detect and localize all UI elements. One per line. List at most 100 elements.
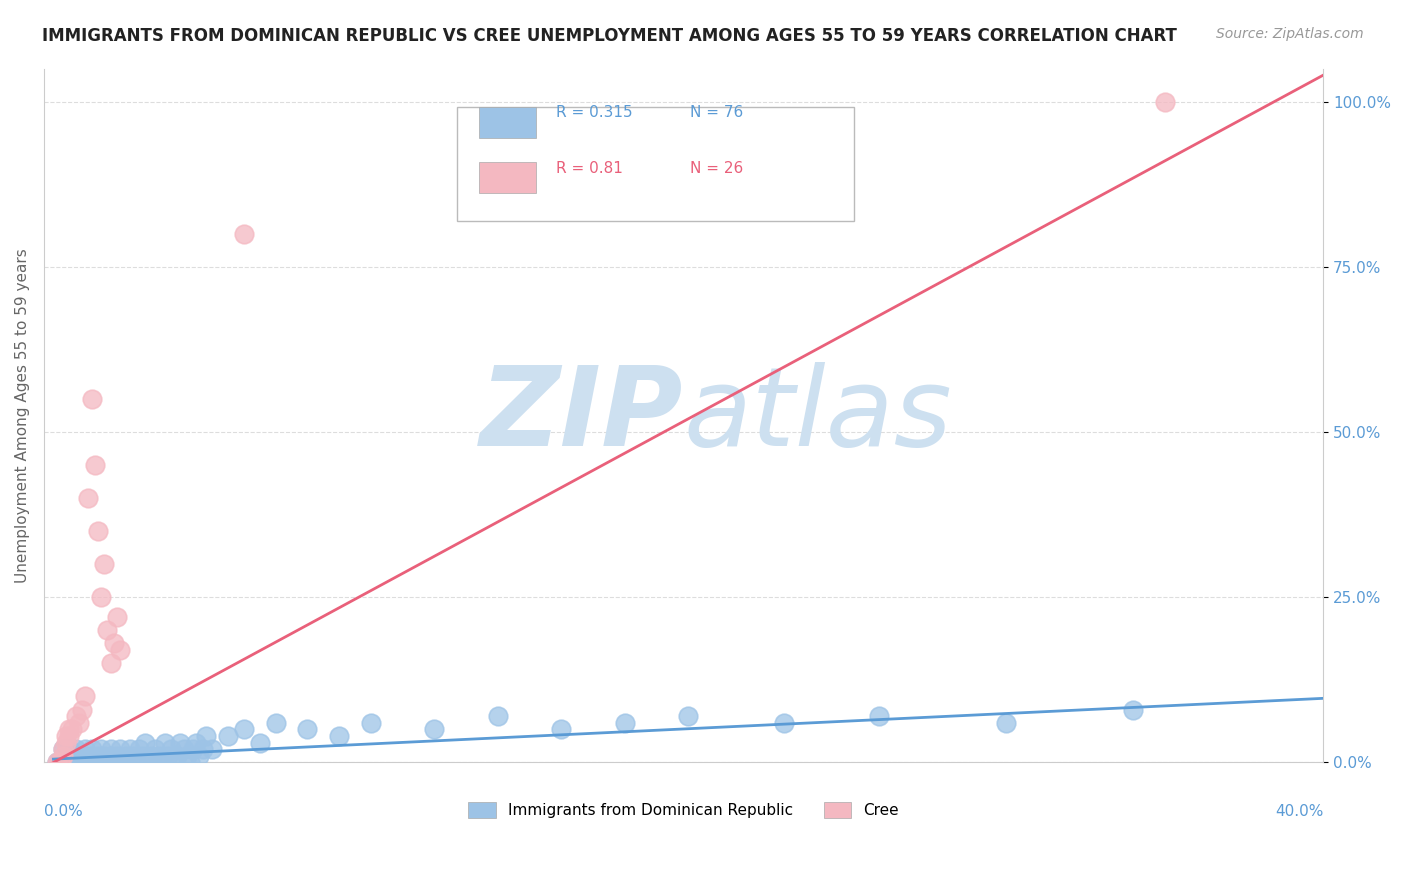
- Point: [58, 729, 80, 743]
- Point: [138, 756, 160, 770]
- Point: [264, 715, 287, 730]
- Point: [115, 748, 138, 763]
- Point: [58, 742, 80, 756]
- Point: [163, 756, 186, 770]
- Point: [148, 748, 170, 763]
- Y-axis label: Unemployment Among Ages 55 to 59 years: Unemployment Among Ages 55 to 59 years: [15, 248, 30, 582]
- Text: IMMIGRANTS FROM DOMINICAN REPUBLIC VS CREE UNEMPLOYMENT AMONG AGES 55 TO 59 YEAR: IMMIGRANTS FROM DOMINICAN REPUBLIC VS CR…: [42, 27, 1177, 45]
- Point: [131, 748, 153, 763]
- Text: N = 76: N = 76: [690, 105, 744, 120]
- Point: [232, 227, 254, 241]
- Point: [118, 742, 141, 756]
- Point: [486, 709, 509, 723]
- Point: [67, 715, 90, 730]
- Point: [1122, 702, 1144, 716]
- Point: [191, 742, 214, 756]
- Point: [772, 715, 794, 730]
- Point: [77, 491, 100, 505]
- Point: [62, 723, 84, 737]
- Point: [55, 729, 77, 743]
- Point: [83, 756, 105, 770]
- Text: ZIP: ZIP: [479, 362, 683, 469]
- Point: [169, 736, 191, 750]
- Point: [994, 715, 1017, 730]
- Point: [90, 756, 112, 770]
- Point: [62, 748, 84, 763]
- Text: 0.0%: 0.0%: [44, 804, 83, 819]
- Point: [108, 742, 131, 756]
- Point: [173, 742, 195, 756]
- Point: [423, 723, 446, 737]
- Legend: Immigrants from Dominican Republic, Cree: Immigrants from Dominican Republic, Cree: [463, 796, 905, 824]
- Point: [67, 756, 90, 770]
- Bar: [479, 162, 537, 194]
- Text: 40.0%: 40.0%: [1275, 804, 1323, 819]
- Text: N = 26: N = 26: [690, 161, 744, 176]
- Point: [96, 756, 118, 770]
- Point: [55, 748, 77, 763]
- Point: [65, 756, 87, 770]
- Point: [232, 723, 254, 737]
- Point: [186, 736, 208, 750]
- Point: [83, 458, 105, 472]
- Point: [65, 709, 87, 723]
- Point: [52, 756, 75, 770]
- Text: R = 0.315: R = 0.315: [555, 105, 633, 120]
- Point: [105, 748, 128, 763]
- Bar: [479, 107, 537, 138]
- Point: [181, 742, 204, 756]
- Point: [868, 709, 890, 723]
- Point: [103, 636, 125, 650]
- Text: atlas: atlas: [683, 362, 952, 469]
- Point: [103, 756, 125, 770]
- Point: [87, 748, 110, 763]
- Text: Source: ZipAtlas.com: Source: ZipAtlas.com: [1216, 27, 1364, 41]
- Point: [75, 742, 97, 756]
- Point: [52, 742, 75, 756]
- Point: [90, 742, 112, 756]
- Point: [52, 742, 75, 756]
- Point: [201, 742, 224, 756]
- Point: [55, 756, 77, 770]
- Point: [100, 748, 122, 763]
- Point: [75, 748, 97, 763]
- Point: [108, 643, 131, 657]
- Point: [121, 748, 143, 763]
- Point: [93, 557, 115, 571]
- Point: [297, 723, 319, 737]
- Point: [52, 748, 75, 763]
- Point: [249, 736, 271, 750]
- Point: [678, 709, 700, 723]
- Point: [153, 736, 176, 750]
- Point: [49, 756, 72, 770]
- Point: [156, 748, 179, 763]
- Point: [93, 748, 115, 763]
- Point: [49, 756, 72, 770]
- Point: [176, 748, 198, 763]
- Point: [188, 748, 211, 763]
- Point: [70, 756, 93, 770]
- Point: [96, 624, 118, 638]
- Point: [194, 729, 217, 743]
- Point: [128, 742, 150, 756]
- Point: [75, 690, 97, 704]
- Point: [77, 756, 100, 770]
- Point: [45, 756, 67, 770]
- Point: [87, 524, 110, 538]
- Point: [166, 748, 188, 763]
- Text: R = 0.81: R = 0.81: [555, 161, 623, 176]
- Point: [179, 756, 201, 770]
- Point: [58, 756, 80, 770]
- Point: [80, 392, 103, 406]
- Point: [45, 756, 67, 770]
- Point: [1153, 95, 1175, 109]
- Point: [90, 591, 112, 605]
- Point: [105, 610, 128, 624]
- FancyBboxPatch shape: [457, 107, 853, 221]
- Point: [150, 756, 173, 770]
- Point: [613, 715, 636, 730]
- Point: [125, 756, 148, 770]
- Point: [58, 748, 80, 763]
- Point: [80, 742, 103, 756]
- Point: [55, 736, 77, 750]
